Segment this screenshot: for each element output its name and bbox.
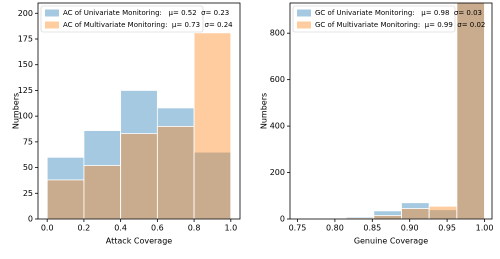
bar	[456, 3, 485, 219]
x-tick-label: 0.2	[78, 224, 91, 233]
y-tick-label: 600	[270, 75, 285, 84]
legend-swatch	[297, 21, 311, 29]
x-tick-label: 1.00	[476, 224, 494, 233]
y-tick-label: 100	[18, 112, 33, 121]
x-tick-label: 0.95	[438, 224, 456, 233]
x-tick-label: 0.80	[326, 224, 344, 233]
x-tick-label: 0.6	[151, 224, 164, 233]
legend-label: AC of Univariate Monitoring: μ= 0.52 σ= …	[63, 9, 229, 17]
y-tick-label: 50	[23, 163, 33, 172]
y-tick-label: 75	[23, 137, 33, 146]
legend-label: GC of Multivariate Monitoring: μ= 0.99 σ…	[315, 21, 485, 29]
y-tick-label: 25	[23, 189, 33, 198]
bar	[373, 215, 402, 219]
x-tick-label: 0.90	[401, 224, 419, 233]
y-axis-label: Numbers	[12, 93, 21, 129]
y-tick-label: 400	[270, 122, 285, 131]
bar	[120, 133, 158, 219]
bar	[428, 205, 458, 219]
y-tick-label: 125	[18, 86, 33, 95]
legend-swatch	[45, 9, 59, 17]
plot-area	[46, 32, 232, 219]
y-axis-label: Numbers	[260, 93, 269, 129]
plot-area	[345, 3, 485, 219]
legend-swatch	[45, 21, 59, 29]
y-tick-label: 800	[270, 29, 285, 38]
x-tick-label: 0.85	[363, 224, 381, 233]
legend-label: GC of Univariate Monitoring: μ= 0.98 σ= …	[315, 9, 482, 17]
x-tick-label: 0.4	[114, 224, 127, 233]
x-tick-label: 0.8	[188, 224, 201, 233]
bar	[193, 32, 232, 219]
bar	[156, 126, 195, 219]
legend-box	[40, 5, 204, 33]
y-tick-label: 200	[270, 168, 285, 177]
x-tick-label: 1.0	[224, 224, 237, 233]
bar	[46, 179, 85, 219]
x-tick-label: 0.75	[289, 224, 307, 233]
bar	[456, 3, 485, 219]
x-axis-label: Attack Coverage	[106, 237, 172, 246]
y-tick-label: 175	[18, 35, 33, 44]
axes-frame	[289, 2, 493, 220]
bar	[46, 156, 85, 219]
y-tick-label: 0	[28, 215, 33, 224]
bar	[401, 208, 430, 219]
legend-label: AC of Multivariate Monitoring: μ= 0.73 σ…	[63, 21, 233, 29]
bar	[83, 130, 122, 219]
legend-swatch	[297, 9, 311, 17]
x-axis-label: Genuine Coverage	[354, 237, 428, 246]
y-tick-label: 150	[18, 60, 33, 69]
y-tick-label: 200	[18, 9, 33, 18]
bar	[83, 165, 122, 219]
legend-box	[292, 5, 456, 33]
y-tick-label: 0	[280, 215, 285, 224]
axes-frame	[37, 2, 241, 220]
x-tick-label: 0.0	[41, 224, 54, 233]
